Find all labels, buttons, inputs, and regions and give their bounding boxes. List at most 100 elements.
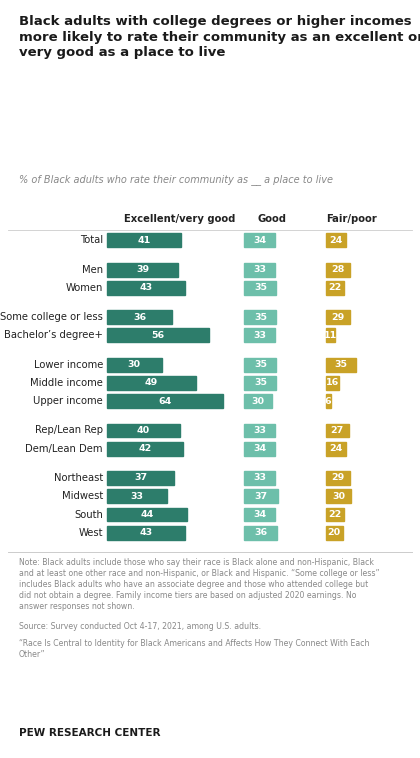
Bar — [107, 310, 173, 324]
Text: 33: 33 — [253, 331, 266, 340]
Text: 34: 34 — [253, 510, 267, 519]
Bar — [244, 471, 275, 485]
Text: Middle income: Middle income — [30, 378, 103, 388]
Text: 33: 33 — [253, 426, 266, 435]
Text: 40: 40 — [137, 426, 150, 435]
Text: Note: Black adults include those who say their race is Black alone and non-Hispa: Note: Black adults include those who say… — [19, 558, 380, 611]
Text: South: South — [74, 509, 103, 519]
Text: 35: 35 — [254, 360, 267, 369]
Bar — [326, 328, 335, 343]
Bar — [244, 310, 276, 324]
Text: Total: Total — [80, 235, 103, 246]
Bar — [107, 471, 174, 485]
Text: 24: 24 — [329, 444, 342, 453]
Text: West: West — [79, 528, 103, 538]
Text: 37: 37 — [134, 474, 147, 483]
Text: Lower income: Lower income — [34, 359, 103, 370]
Text: 30: 30 — [252, 396, 265, 406]
Text: “Race Is Central to Identity for Black Americans and Affects How They Connect Wi: “Race Is Central to Identity for Black A… — [19, 639, 370, 659]
Text: 44: 44 — [140, 510, 154, 519]
Text: 11: 11 — [324, 331, 337, 340]
Bar — [244, 442, 276, 456]
Bar — [326, 442, 346, 456]
Text: 30: 30 — [332, 492, 345, 501]
Text: Rep/Lean Rep: Rep/Lean Rep — [35, 425, 103, 435]
Text: 20: 20 — [328, 528, 341, 537]
Bar — [107, 526, 185, 540]
Text: 33: 33 — [131, 492, 144, 501]
Bar — [326, 376, 339, 390]
Text: Excellent/very good: Excellent/very good — [124, 214, 235, 224]
Text: 22: 22 — [328, 283, 341, 293]
Text: 29: 29 — [331, 312, 344, 321]
Text: 24: 24 — [329, 236, 342, 245]
Text: 35: 35 — [254, 283, 267, 293]
Text: Good: Good — [257, 214, 286, 224]
Text: 6: 6 — [325, 396, 331, 406]
Text: Men: Men — [82, 265, 103, 274]
Text: Black adults with college degrees or higher incomes
more likely to rate their co: Black adults with college degrees or hig… — [19, 15, 420, 59]
Text: 34: 34 — [253, 236, 267, 245]
Bar — [107, 490, 167, 503]
Bar — [326, 490, 351, 503]
Bar — [107, 376, 196, 390]
Bar — [107, 262, 178, 277]
Bar — [326, 526, 343, 540]
Text: 22: 22 — [328, 510, 341, 519]
Text: 33: 33 — [253, 265, 266, 274]
Text: 27: 27 — [331, 426, 344, 435]
Bar — [326, 233, 346, 247]
Text: Women: Women — [66, 283, 103, 293]
Text: Fair/poor: Fair/poor — [326, 214, 377, 224]
Bar — [244, 262, 275, 277]
Text: 39: 39 — [136, 265, 149, 274]
Bar — [326, 394, 331, 408]
Text: 37: 37 — [255, 492, 268, 501]
Text: 64: 64 — [158, 396, 172, 406]
Text: Bachelor’s degree+: Bachelor’s degree+ — [4, 330, 103, 340]
Bar — [326, 281, 344, 295]
Text: 43: 43 — [139, 283, 153, 293]
Text: Midwest: Midwest — [62, 491, 103, 501]
Text: % of Black adults who rate their community as __ a place to live: % of Black adults who rate their communi… — [19, 174, 333, 185]
Bar — [244, 526, 277, 540]
Bar — [244, 328, 275, 343]
Text: Some college or less: Some college or less — [0, 312, 103, 322]
Text: 49: 49 — [145, 378, 158, 387]
Text: 36: 36 — [133, 312, 146, 321]
Text: 56: 56 — [151, 331, 165, 340]
Text: 29: 29 — [331, 474, 344, 483]
Bar — [107, 358, 162, 371]
Bar — [326, 262, 349, 277]
Bar — [244, 508, 276, 522]
Bar — [326, 508, 344, 522]
Text: PEW RESEARCH CENTER: PEW RESEARCH CENTER — [19, 728, 160, 738]
Text: 34: 34 — [253, 444, 267, 453]
Text: Source: Survey conducted Oct 4-17, 2021, among U.S. adults.: Source: Survey conducted Oct 4-17, 2021,… — [19, 622, 261, 631]
Bar — [244, 281, 276, 295]
Bar — [107, 424, 180, 437]
Bar — [244, 376, 276, 390]
Text: 36: 36 — [254, 528, 268, 537]
Bar — [326, 358, 356, 371]
Text: 35: 35 — [334, 360, 347, 369]
Text: Northeast: Northeast — [54, 473, 103, 483]
Bar — [107, 281, 185, 295]
Text: 33: 33 — [253, 474, 266, 483]
Bar — [244, 394, 272, 408]
Bar — [326, 424, 349, 437]
Bar — [107, 394, 223, 408]
Text: 41: 41 — [138, 236, 151, 245]
Bar — [107, 442, 183, 456]
Bar — [244, 424, 275, 437]
Text: 35: 35 — [254, 312, 267, 321]
Text: 16: 16 — [326, 378, 339, 387]
Bar — [244, 233, 276, 247]
Bar — [107, 328, 209, 343]
Bar — [107, 508, 187, 522]
Bar — [107, 233, 181, 247]
Bar — [326, 471, 350, 485]
Text: 28: 28 — [331, 265, 344, 274]
Text: 42: 42 — [139, 444, 152, 453]
Bar — [244, 490, 278, 503]
